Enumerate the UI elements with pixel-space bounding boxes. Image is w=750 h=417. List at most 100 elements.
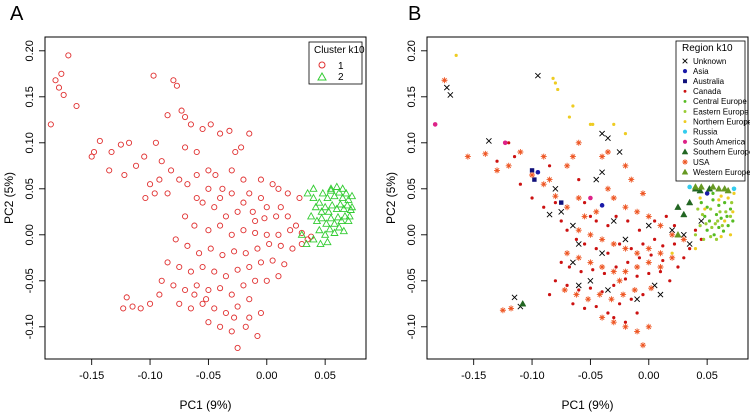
data-point (257, 259, 264, 266)
legend-label-australia: Australia (693, 77, 725, 86)
data-point (719, 194, 723, 198)
legend-marker-northern-europe (683, 120, 687, 124)
data-point (332, 182, 341, 190)
data-point (234, 266, 241, 273)
data-point (482, 150, 489, 157)
legend-marker-asia (682, 69, 688, 74)
data-point (719, 216, 723, 220)
data-point (517, 149, 524, 155)
data-point (443, 84, 450, 91)
data-point (228, 328, 235, 335)
data-point (228, 291, 235, 298)
data-point (164, 259, 171, 266)
data-point (559, 200, 564, 205)
data-point (275, 185, 282, 192)
data-point (277, 204, 284, 211)
data-point (485, 138, 492, 144)
data-point (552, 193, 559, 200)
data-point (330, 191, 339, 200)
data-point (641, 293, 645, 297)
data-point (289, 245, 296, 252)
data-point (222, 309, 229, 317)
data-point (639, 190, 646, 197)
legend-marker-southern-europe (681, 148, 689, 155)
data-point (612, 316, 616, 320)
data-point (284, 213, 291, 220)
data-point (193, 148, 200, 156)
panel-a-y-axis-label: PC2 (5%) (2, 172, 16, 224)
panel-b: B -0.15 -0.10 -0.05 0.00 0.05 -0.10 -0.05 0.00… (384, 3, 750, 412)
data-point (240, 282, 247, 289)
data-point (303, 188, 312, 197)
data-point (292, 222, 300, 229)
data-point (196, 250, 203, 257)
data-point (688, 247, 692, 251)
legend-label-western-europe: Western Europe (693, 168, 750, 177)
data-point (73, 102, 80, 110)
data-point (626, 260, 630, 264)
y-tick-label: -0.05 (406, 268, 418, 293)
data-point (731, 219, 735, 223)
data-point (606, 311, 610, 315)
data-point (575, 241, 582, 247)
data-point (577, 178, 581, 182)
data-point (606, 251, 610, 255)
data-point (651, 282, 658, 289)
data-point (217, 130, 224, 137)
data-point (249, 208, 256, 215)
data-point (726, 224, 730, 228)
data-point (645, 259, 652, 266)
x-tick-label: -0.05 (196, 370, 221, 382)
data-point (187, 305, 194, 312)
data-point (535, 169, 541, 175)
data-point (567, 115, 572, 119)
data-point (594, 304, 598, 309)
data-point (315, 225, 324, 234)
data-point (725, 214, 729, 218)
legend-label-eastern-europe: Eastern Europe (693, 107, 749, 116)
data-point (132, 162, 140, 169)
series-western-europe (674, 183, 732, 238)
data-point (546, 176, 553, 183)
data-point (591, 122, 595, 126)
data-point (682, 256, 686, 260)
data-point (269, 181, 276, 188)
data-point (628, 176, 635, 183)
data-point (564, 204, 571, 211)
y-tick-label: 0.05 (24, 178, 36, 199)
panel-a-y-axis: -0.10 -0.05 0.00 0.05 0.10 0.15 0.20 (24, 40, 45, 339)
data-point (623, 132, 628, 136)
data-point (142, 194, 149, 202)
y-tick-label: 0.05 (406, 178, 418, 199)
x-tick-label: 0.05 (314, 370, 335, 382)
panel-a-legend-circle-marker (318, 61, 326, 69)
data-point (203, 296, 210, 303)
data-point (252, 217, 259, 225)
legend-label-southern-europe: Southern Europe (693, 148, 750, 157)
data-point (558, 208, 565, 215)
data-point (668, 279, 672, 283)
data-point (88, 153, 95, 160)
data-point (254, 332, 261, 340)
data-point (680, 236, 687, 243)
data-point (645, 213, 652, 220)
data-point (653, 219, 657, 223)
data-point (716, 219, 720, 223)
panel-a-legend-title: Cluster k10 (314, 45, 365, 56)
panel-a-x-axis-label: PC1 (9%) (179, 398, 231, 412)
data-point (622, 162, 629, 169)
data-point (158, 158, 165, 165)
data-point (320, 202, 330, 211)
data-point (669, 227, 676, 234)
data-point (266, 240, 273, 248)
data-point (645, 245, 652, 252)
data-point (608, 296, 615, 303)
data-point (582, 306, 587, 310)
legend-marker-south-america (682, 139, 688, 144)
data-point (661, 258, 665, 263)
data-point (339, 204, 348, 213)
data-point (575, 227, 582, 234)
legend-label-central-europe: Central Europe (693, 97, 747, 106)
data-point (502, 140, 508, 146)
